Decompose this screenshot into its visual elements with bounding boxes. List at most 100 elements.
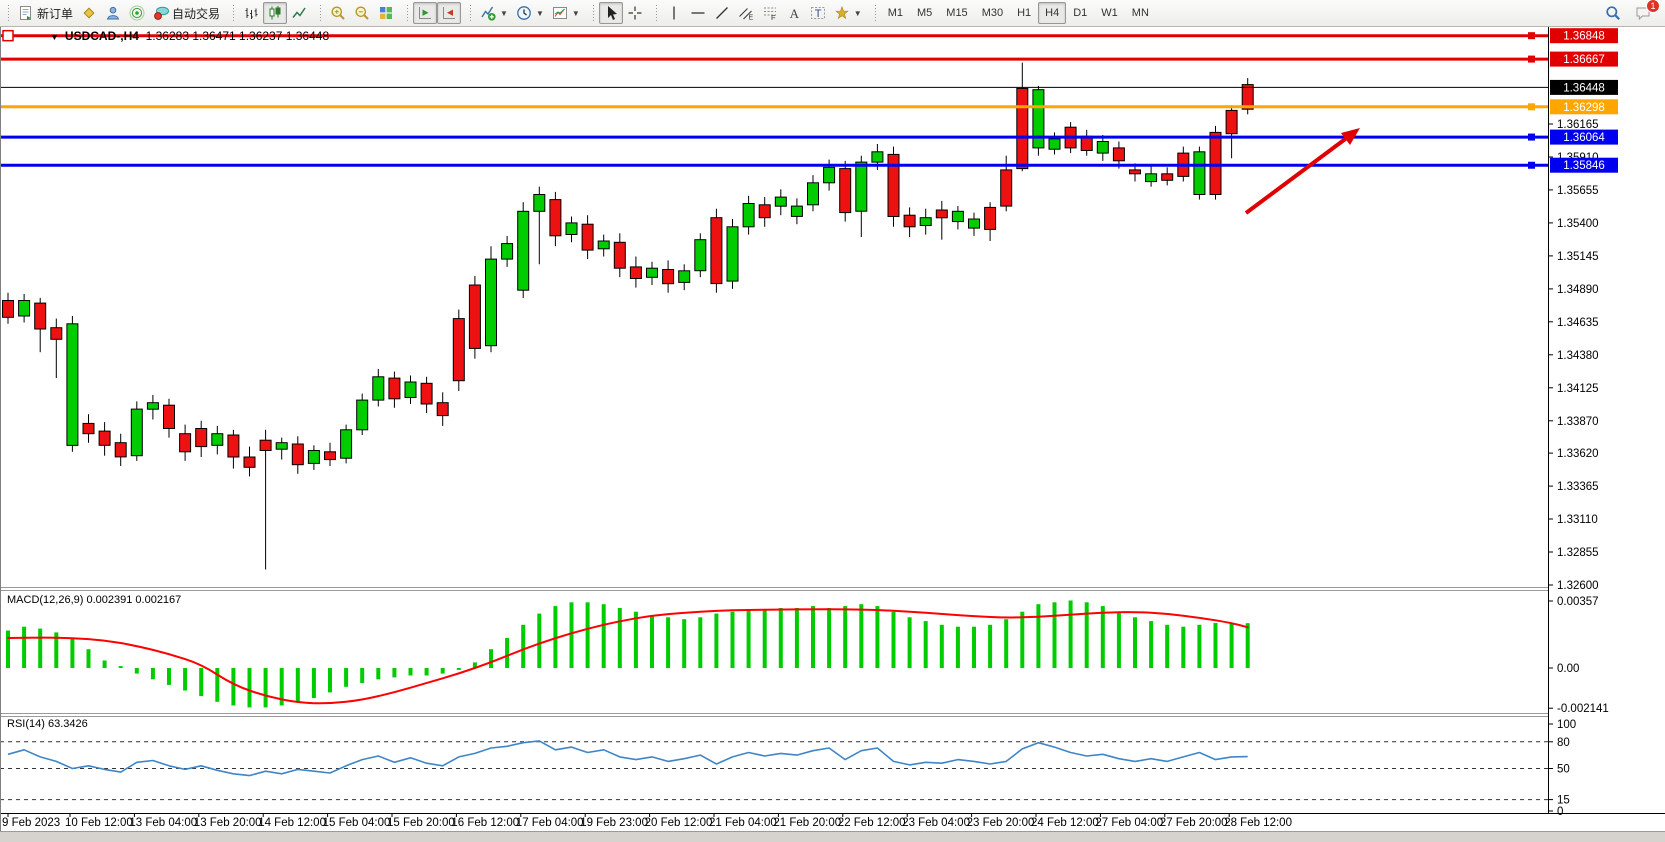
chart-type-group: [229, 1, 314, 25]
macd-histogram-bar: [118, 666, 123, 668]
chevron-down-icon[interactable]: ▼: [571, 8, 580, 18]
price-badge: [1550, 28, 1618, 44]
candlestick-series: [2, 62, 1254, 570]
line-handle[interactable]: [1528, 55, 1535, 63]
timeframe-mn[interactable]: MN: [1131, 7, 1149, 19]
cursor-icon: [607, 6, 617, 20]
date-label: 23 Feb 04:00: [902, 817, 970, 829]
text-button[interactable]: A: [782, 2, 806, 24]
new-order-button[interactable]: 新订单: [14, 2, 77, 24]
macd-histogram-bar: [489, 649, 493, 668]
macd-histogram-bar: [199, 668, 204, 697]
bull-candle: [742, 203, 755, 228]
crosshair-icon: [628, 6, 642, 20]
price-tick-label: 1.32600: [1557, 580, 1599, 592]
zoom-out-button[interactable]: [350, 2, 374, 24]
cursor-button[interactable]: [598, 2, 623, 24]
macd-histogram-bar: [537, 613, 542, 668]
candles-button[interactable]: [263, 2, 288, 24]
price-tick-label: 1.35655: [1557, 185, 1599, 197]
bull-candle: [501, 243, 514, 260]
profile-button[interactable]: [101, 2, 125, 24]
crosshair-button[interactable]: [623, 2, 647, 24]
timeframe-m30[interactable]: M30: [981, 7, 1004, 19]
bars-button[interactable]: [239, 2, 263, 24]
date-label: 13 Feb 20:00: [194, 817, 262, 829]
bull-candle: [807, 182, 819, 206]
hline-button[interactable]: [686, 2, 710, 24]
macd-histogram-bar: [666, 617, 671, 668]
macd-histogram-bar: [86, 649, 91, 668]
rsi-line: [7, 740, 1248, 777]
autotrade-button-label: 自动交易: [172, 6, 221, 21]
timeframe-h4[interactable]: H4: [1038, 2, 1067, 24]
trend-arrow-head-icon[interactable]: [1341, 128, 1360, 145]
candles-icon: [269, 6, 281, 20]
fibonacci-button[interactable]: F: [758, 2, 782, 24]
chevron-down-icon[interactable]: ▼: [500, 8, 508, 18]
macd-histogram-bar: [311, 668, 316, 698]
line-chart-button[interactable]: [287, 2, 311, 24]
macd-histogram-bar: [295, 668, 300, 702]
timeframe-m1[interactable]: M1: [887, 7, 903, 19]
macd-histogram-bar: [633, 611, 638, 668]
macd-histogram-bar: [569, 602, 574, 668]
rsi-tick-label: 50: [1557, 764, 1570, 776]
channel-button[interactable]: E: [734, 2, 758, 24]
bear-candle: [935, 209, 948, 219]
macd-histogram-bar: [875, 606, 880, 668]
line-handle[interactable]: [1528, 161, 1535, 169]
timeframe-m5[interactable]: M5: [917, 7, 933, 19]
line-handle[interactable]: [1528, 32, 1535, 40]
toolbar-groups: 新订单 自动交易 ▼ ▼ ▼ E F A T ▼ M1 M5 M15 M30 H1 H4 D1 W1 MN: [4, 1, 1159, 25]
date-label: 22 Feb 12:00: [838, 817, 906, 829]
chart-shift-icon: [443, 7, 456, 19]
new-order-button-label: 新订单: [37, 6, 74, 21]
shapes-button[interactable]: ▼: [830, 2, 866, 24]
macd-histogram-bar: [1165, 624, 1170, 668]
line-handle[interactable]: [1528, 133, 1535, 141]
chevron-down-icon[interactable]: ▼: [535, 8, 544, 18]
bear-candle: [179, 433, 192, 453]
notifications-button[interactable]: 1: [1631, 0, 1660, 24]
search-button[interactable]: [1601, 2, 1625, 24]
text-label-button[interactable]: T: [806, 2, 830, 24]
chart-shift-button[interactable]: [437, 2, 462, 24]
periods-button[interactable]: ▼: [512, 2, 548, 24]
bull-candle: [565, 222, 578, 235]
shapes-icon: [835, 5, 849, 20]
signal-button[interactable]: [125, 2, 149, 24]
timeframe-h1[interactable]: H1: [1017, 7, 1032, 19]
date-label: 27 Feb 04:00: [1095, 817, 1163, 829]
date-label: 9 Feb 2023: [2, 817, 60, 829]
templates-button[interactable]: ▼: [548, 2, 584, 24]
bear-candle: [163, 404, 175, 430]
macd-histogram-bar: [134, 668, 139, 674]
timeframe-m15[interactable]: M15: [946, 7, 968, 19]
macd-histogram-bar: [150, 668, 155, 680]
macd-histogram-bar: [859, 604, 864, 668]
macd-histogram-bar: [344, 668, 349, 687]
macd-histogram-bar: [1197, 624, 1202, 668]
autotrade-button[interactable]: 自动交易: [149, 2, 224, 24]
timeframe-w1[interactable]: W1: [1101, 7, 1118, 19]
symbol-marker-icon[interactable]: ▼: [50, 32, 59, 42]
line-handle[interactable]: [1528, 103, 1535, 111]
macd-histogram-bar: [38, 628, 43, 668]
indicators-button[interactable]: ▼: [476, 2, 512, 24]
auto-scroll-button[interactable]: [413, 2, 438, 24]
trendline-button[interactable]: [710, 2, 734, 24]
bull-candle: [726, 226, 739, 282]
timeframe-d1[interactable]: D1: [1073, 7, 1088, 19]
line-handle-left[interactable]: [2, 29, 14, 42]
chevron-down-icon[interactable]: ▼: [853, 8, 862, 18]
trend-arrow-line[interactable]: [1244, 132, 1354, 215]
date-label: 17 Feb 04:00: [516, 817, 584, 829]
zoom-in-button[interactable]: [326, 2, 350, 24]
tile-windows-button[interactable]: [374, 2, 398, 24]
macd-histogram-bar: [102, 660, 107, 668]
macd-tick-label: 0.00357: [1557, 596, 1599, 608]
styler-button[interactable]: [77, 2, 101, 24]
vline-button[interactable]: [662, 2, 686, 24]
